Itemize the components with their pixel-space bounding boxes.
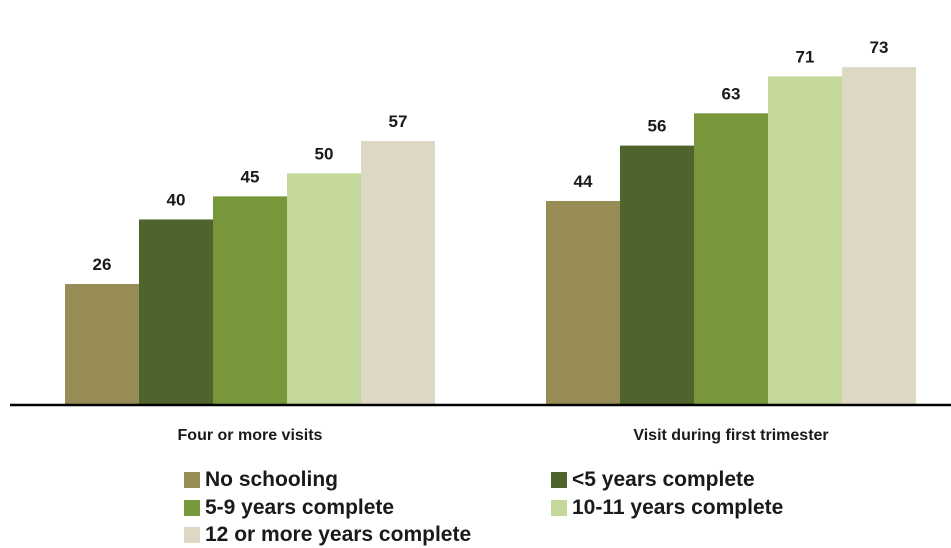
data-label: 40 [167, 190, 186, 209]
data-label: 26 [93, 255, 112, 274]
data-label: 44 [574, 172, 593, 191]
data-label: 56 [648, 117, 667, 136]
bar [694, 113, 768, 405]
bar [546, 200, 620, 404]
bar [768, 76, 842, 404]
data-label: 71 [796, 47, 815, 66]
data-label: 57 [389, 112, 408, 131]
bar [65, 284, 139, 404]
data-label: 50 [315, 144, 334, 163]
category-label: Visit during first trimester [633, 427, 828, 444]
data-label: 73 [870, 38, 889, 57]
bar [842, 67, 916, 404]
bar [139, 219, 213, 404]
bars-group [65, 67, 916, 405]
data-label: 63 [722, 84, 741, 103]
category-label: Four or more visits [178, 427, 323, 444]
bar [287, 173, 361, 404]
bar [361, 141, 435, 404]
value-labels-group: 26 40 45 50 57 44 56 63 71 73 [93, 38, 889, 274]
data-label: 45 [241, 167, 260, 186]
bar [213, 196, 287, 404]
bar [620, 145, 694, 404]
